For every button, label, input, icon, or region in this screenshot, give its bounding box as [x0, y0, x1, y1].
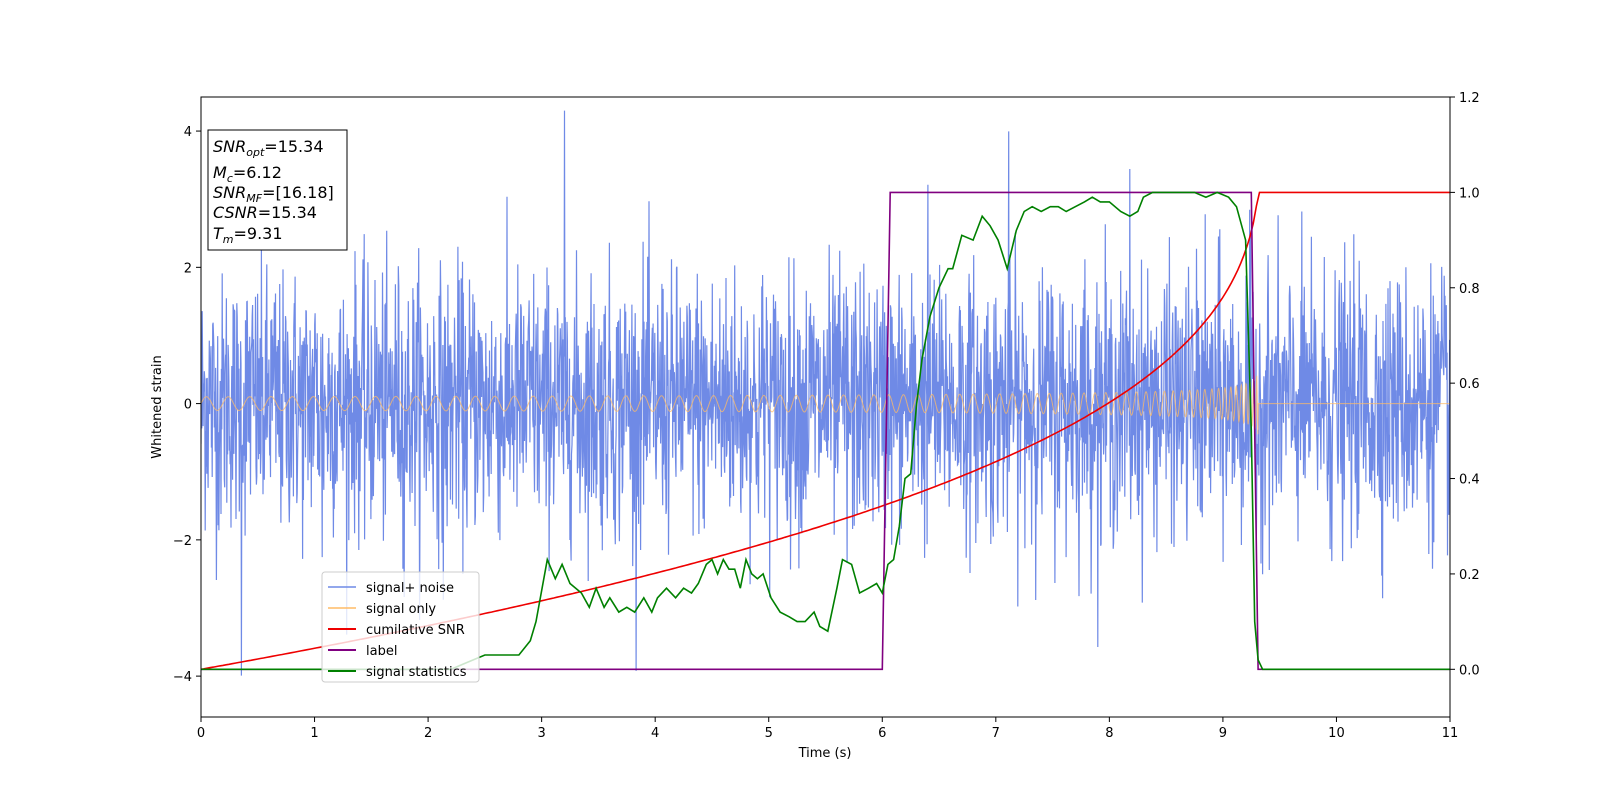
csnr-text: CSNR=15.34	[213, 203, 317, 222]
y-axis-left: 4 2 0 −2 −4	[173, 125, 201, 685]
x-axis-label: Time (s)	[798, 746, 852, 761]
x-tick-label: 8	[1105, 726, 1113, 741]
legend-item-label: label	[366, 644, 397, 659]
x-tick-label: 7	[992, 726, 1000, 741]
x-tick-label: 6	[878, 726, 886, 741]
snr-opt-text: SNRopt=15.34	[213, 137, 324, 159]
x-tick-label: 11	[1442, 726, 1459, 741]
legend-item-cumulative-snr: cumilative SNR	[366, 623, 465, 638]
y-right-tick-label: 0.8	[1459, 282, 1480, 297]
y-axis-label: Whitened strain	[150, 355, 165, 458]
y-right-tick-label: 0.0	[1459, 663, 1480, 678]
x-tick-label: 2	[424, 726, 432, 741]
y-left-tick-label: 2	[184, 261, 192, 276]
legend-item-signal-statistics: signal statistics	[366, 665, 467, 680]
series-signal-noise	[201, 110, 1450, 676]
series-signal-statistics	[201, 191, 1450, 671]
legend-item-signal-only: signal only	[366, 602, 436, 617]
legend-frame	[321, 571, 480, 683]
x-tick-label: 0	[197, 726, 205, 741]
plot-frame	[200, 96, 1451, 718]
y-axis-right: 1.2 1.0 0.8 0.6 0.4 0.2 0.0	[1450, 91, 1480, 678]
mc-text: Mc=6.12	[213, 163, 282, 185]
y-left-tick-label: −2	[173, 534, 192, 549]
legend: signal+ noise signal only cumilative SNR la…	[321, 571, 480, 683]
x-tick-label: 3	[537, 726, 545, 741]
series-signal-only	[201, 375, 1450, 435]
x-tick-label: 5	[765, 726, 773, 741]
x-tick-label: 1	[310, 726, 318, 741]
snr-mf-text: SNRMF=[16.18]	[213, 183, 334, 205]
y-right-tick-label: 0.6	[1459, 377, 1480, 392]
x-axis: 0 1 2 3 4 5 6 7 8 9 10 11	[197, 717, 1458, 741]
tm-text: Tm=9.31	[213, 224, 283, 246]
y-right-tick-label: 0.2	[1459, 568, 1480, 583]
y-left-tick-label: 4	[184, 125, 192, 140]
x-tick-label: 4	[651, 726, 659, 741]
y-left-tick-label: 0	[184, 398, 192, 413]
x-tick-label: 10	[1328, 726, 1345, 741]
y-right-tick-label: 1.0	[1459, 186, 1480, 201]
info-box-frame	[207, 129, 348, 251]
legend-item-signal-noise: signal+ noise	[366, 581, 454, 596]
info-box: SNRopt=15.34 Mc=6.12 SNRMF=[16.18] CSNR=…	[207, 129, 348, 251]
x-tick-label: 9	[1219, 726, 1227, 741]
y-right-tick-label: 0.4	[1459, 473, 1480, 488]
y-right-tick-label: 1.2	[1459, 91, 1480, 106]
y-left-tick-label: −4	[173, 670, 192, 685]
